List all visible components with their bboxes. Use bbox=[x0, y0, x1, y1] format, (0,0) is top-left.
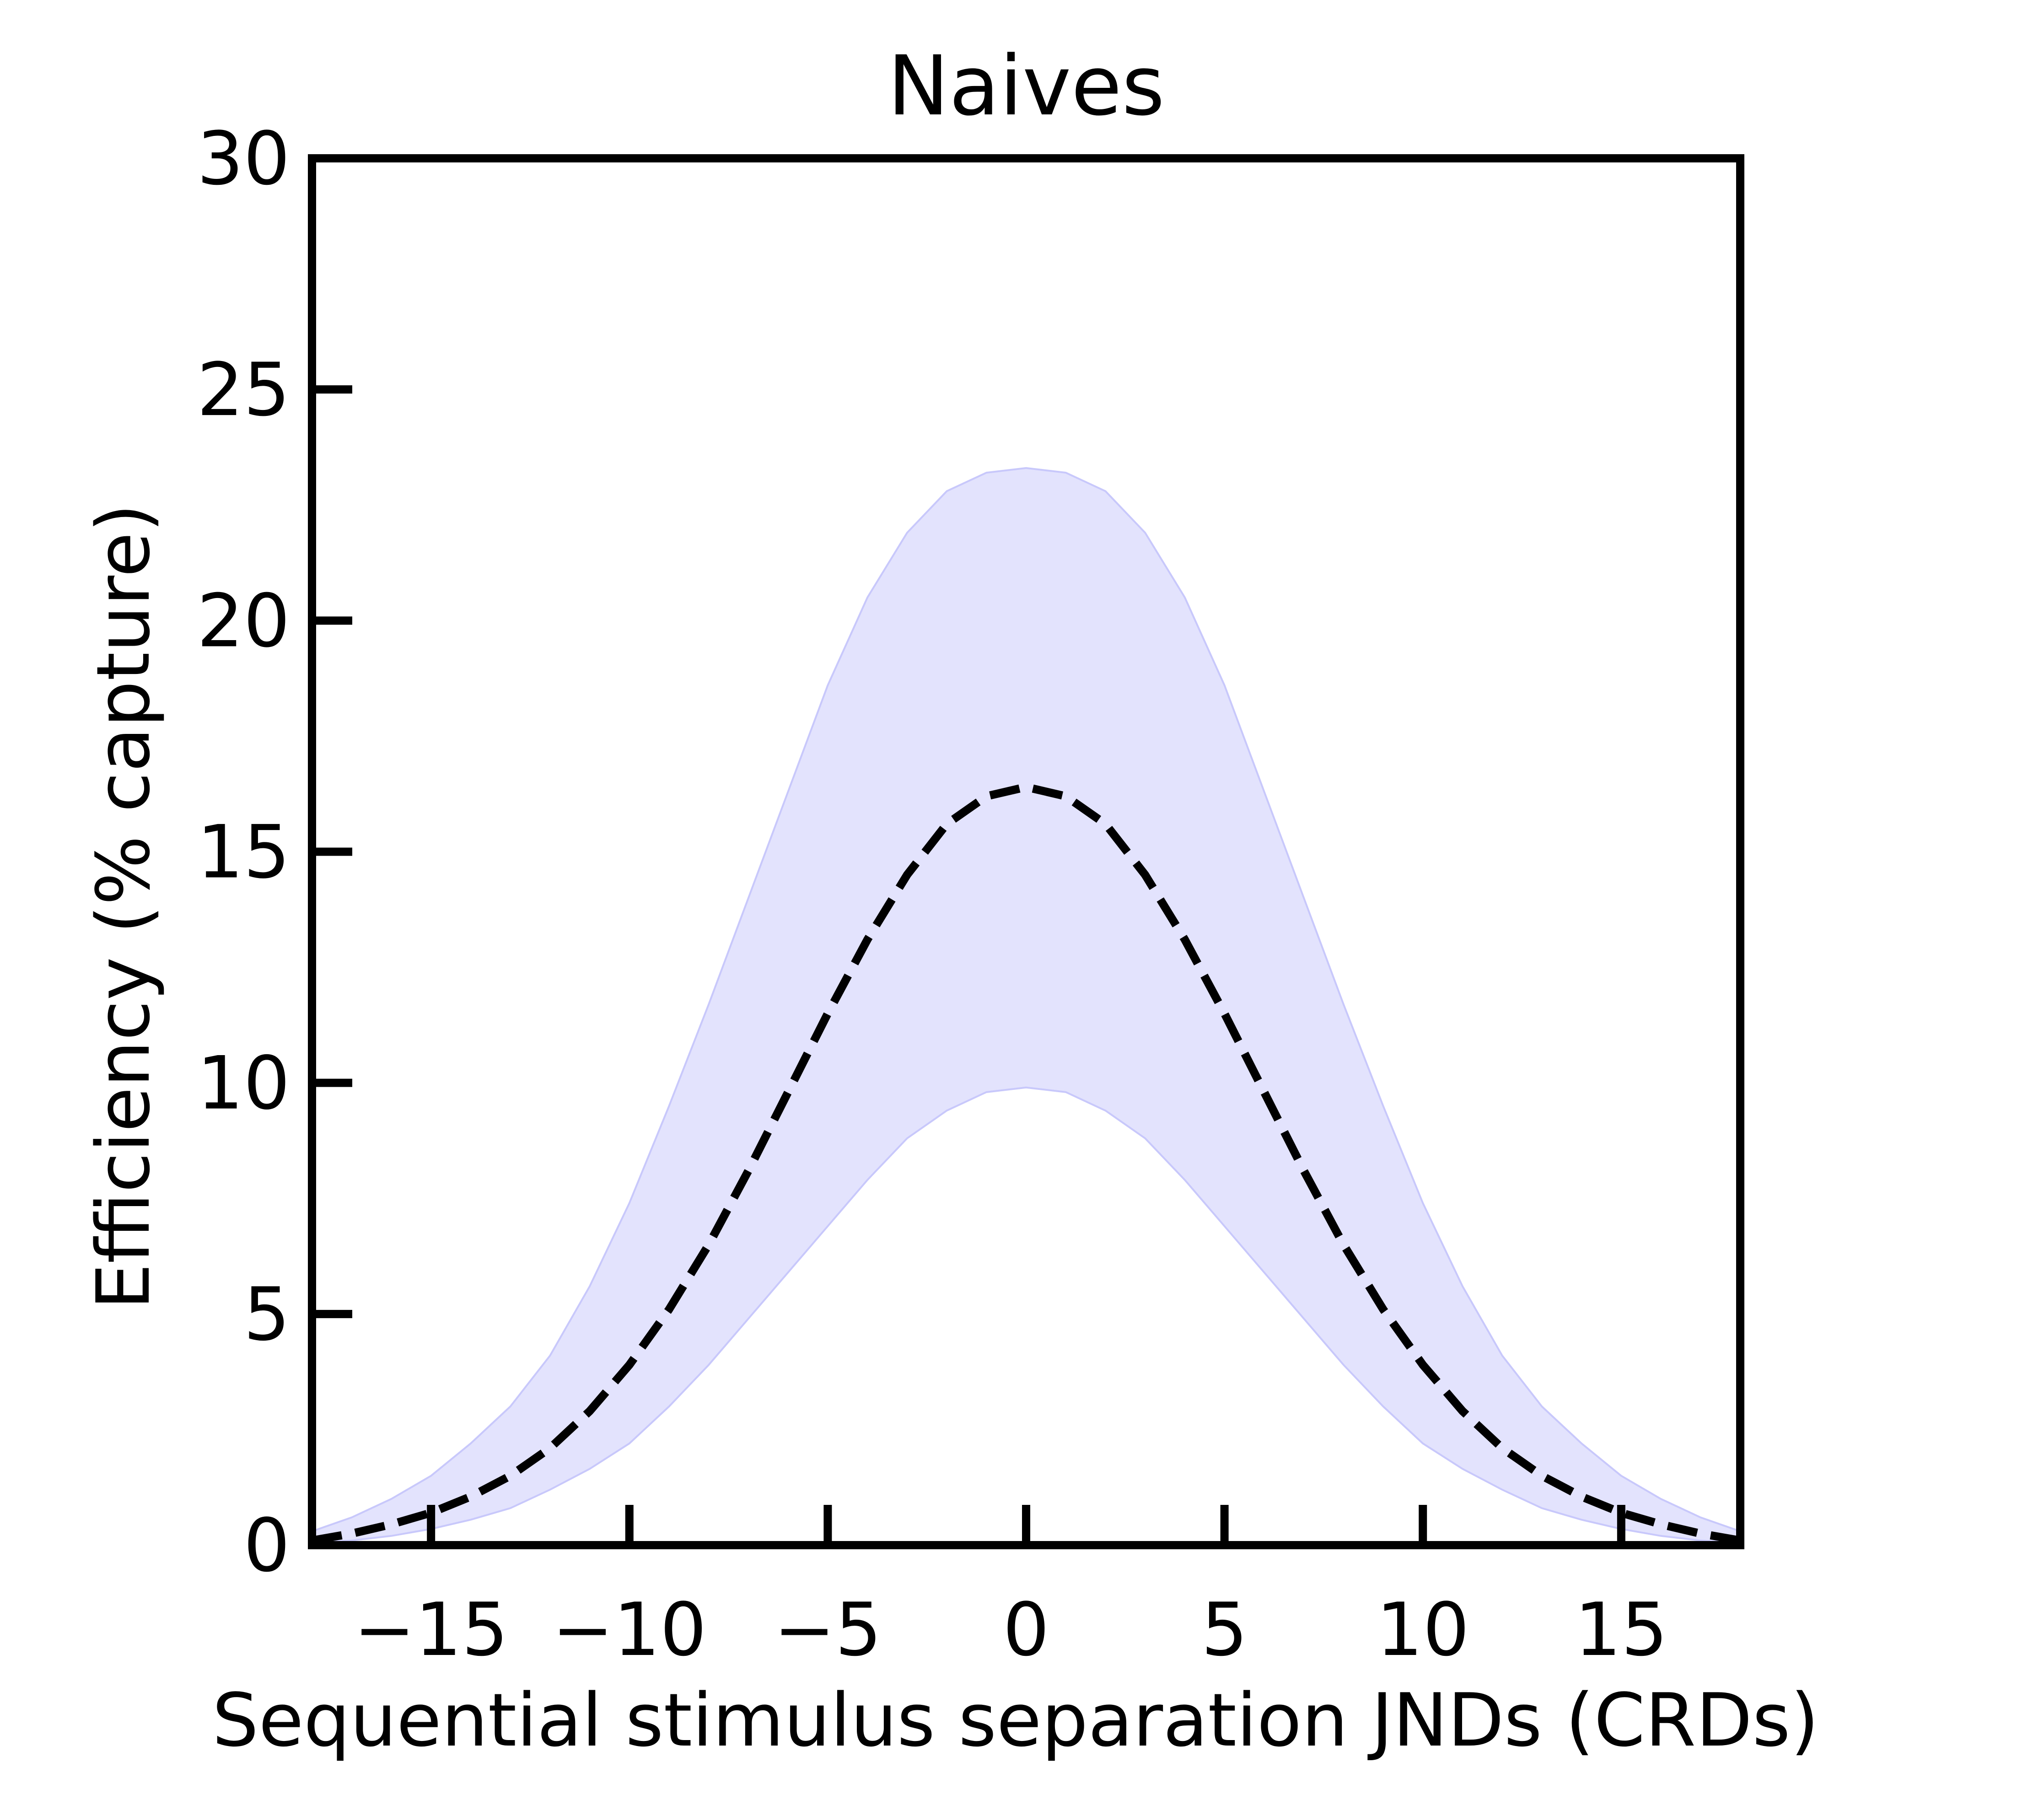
x-tick-label: 5 bbox=[1201, 1587, 1248, 1672]
x-axis-ticks: −15 −10 −5 0 5 10 15 bbox=[354, 1505, 1668, 1672]
y-tick-label: 25 bbox=[197, 347, 290, 432]
y-tick-label: 10 bbox=[197, 1040, 290, 1126]
confidence-band-layer bbox=[312, 467, 1740, 1544]
y-axis-label: Efficiency (% capture) bbox=[81, 504, 166, 1310]
x-tick-label: −5 bbox=[774, 1587, 882, 1672]
y-tick-label: 0 bbox=[243, 1503, 290, 1588]
x-tick-label: 15 bbox=[1575, 1587, 1668, 1672]
y-tick-label: 15 bbox=[197, 809, 290, 895]
y-tick-label: 20 bbox=[197, 578, 290, 663]
chart-title: Naives bbox=[888, 38, 1165, 134]
x-tick-label: 0 bbox=[1003, 1587, 1049, 1672]
confidence-band bbox=[312, 467, 1740, 1544]
x-tick-label: −15 bbox=[354, 1587, 508, 1672]
x-axis-label: Sequential stimulus separation JNDs (CRD… bbox=[212, 1677, 1819, 1763]
y-tick-label: 5 bbox=[243, 1272, 290, 1357]
x-tick-label: −10 bbox=[552, 1587, 707, 1672]
x-tick-label: 10 bbox=[1376, 1587, 1469, 1672]
y-tick-label: 30 bbox=[197, 116, 290, 201]
y-axis-ticks: 0 5 10 15 20 25 30 bbox=[197, 116, 352, 1588]
